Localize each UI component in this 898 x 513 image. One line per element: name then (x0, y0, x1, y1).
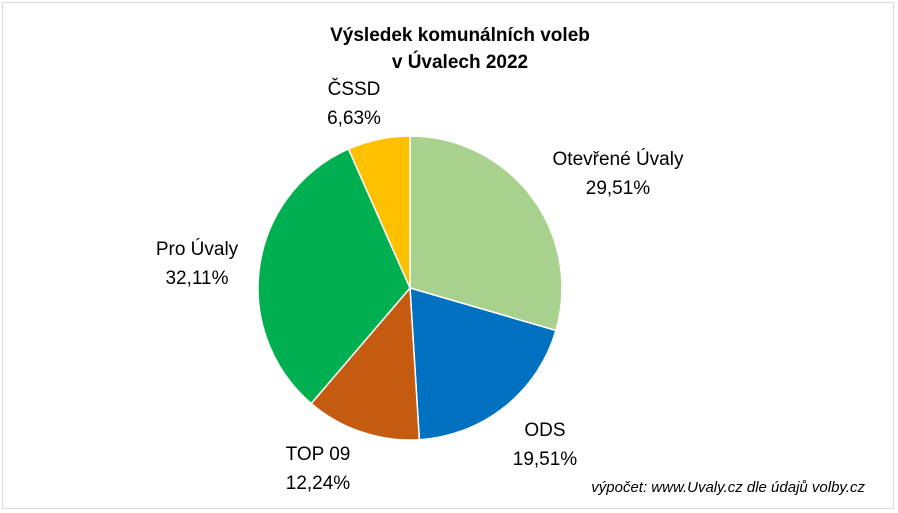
slice-label-value: 19,51% (513, 449, 578, 470)
slice-label-name: Otevřené Úvaly (553, 148, 684, 170)
slice-label-value: 32,11% (165, 268, 228, 289)
pie-slice-ods (409, 286, 557, 441)
pie-chart: Výsledek komunálních voleb v Úvalech 202… (156, 25, 866, 496)
pie-slice-top-09 (310, 286, 421, 441)
slice-label-value: 6,63% (327, 108, 381, 129)
slice-label-name: Pro Úvaly (156, 238, 239, 260)
chart-title-line-2: v Úvalech 2022 (392, 51, 528, 73)
slice-labels: Otevřené Úvaly 29,51% ODS 19,51% TOP 09 12,24… (156, 78, 684, 494)
pie-slice-pro-valy (257, 148, 411, 405)
slice-label-name: ČSSD (328, 78, 381, 100)
slice-label-name: TOP 09 (286, 444, 351, 465)
slice-label-value: 29,51% (586, 178, 651, 199)
pie-slices (257, 135, 563, 441)
pie-slice--ssd (347, 135, 411, 289)
slice-label-name: ODS (524, 420, 565, 441)
slice-label-value: 12,24% (286, 473, 351, 494)
source-note: výpočet: www.Uvaly.cz dle údajů volby.cz (591, 479, 865, 496)
pie-slice-otev-en-valy (409, 135, 563, 332)
chart-title-line-1: Výsledek komunálních voleb (330, 25, 590, 46)
